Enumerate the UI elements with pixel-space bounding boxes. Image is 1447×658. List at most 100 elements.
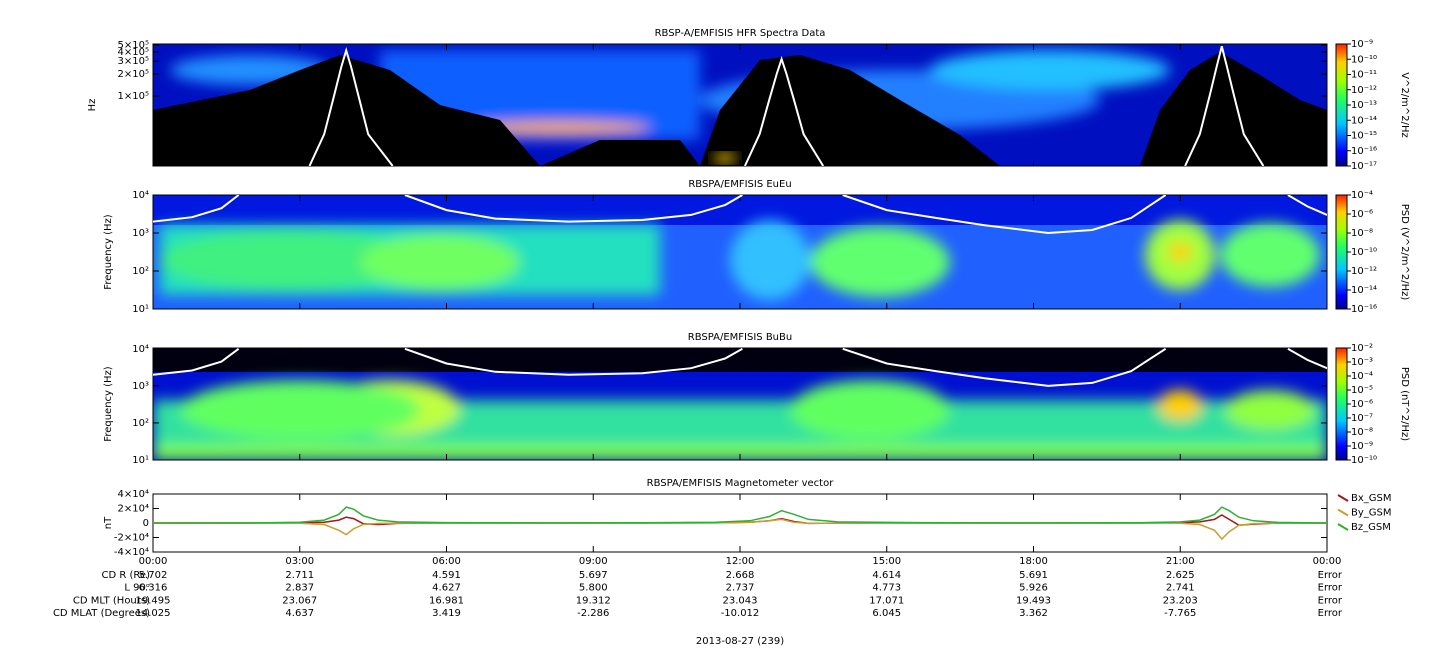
colorbar-tick-label: 10⁻⁸ [1351, 427, 1373, 438]
x-tick-label: 18:00 [1019, 556, 1048, 567]
y-tick-label: 0 [143, 518, 149, 529]
y-tick-label: -4×10⁴ [114, 547, 149, 558]
x-tick-label: 15:00 [872, 556, 901, 567]
row-value: 2.741 [1166, 583, 1195, 594]
panel-title: RBSPA/EMFISIS Magnetometer vector [647, 478, 835, 489]
colorbar-label: PSD (nT^2/Hz) [1399, 367, 1410, 441]
row-value: 2.711 [285, 570, 314, 581]
y-tick-label: 10¹ [132, 304, 149, 315]
colorbar-tick-label: 10⁻¹⁰ [1351, 455, 1377, 466]
row-value: 3.419 [432, 608, 461, 619]
row-value: 4.773 [872, 583, 901, 594]
colorbar-tick-label: 10⁻⁸ [1351, 228, 1373, 239]
row-value: 2.837 [285, 583, 314, 594]
y-tick-label: 10¹ [132, 455, 149, 466]
legend-swatch [1337, 523, 1349, 531]
row-value: 4.614 [872, 570, 901, 581]
row-value: 19.495 [136, 595, 171, 606]
colorbar-tick-label: 10⁻⁶ [1351, 399, 1373, 410]
colorbar-tick-label: 10⁻¹³ [1351, 100, 1377, 111]
x-tick-label: 00:00 [1313, 556, 1342, 567]
colorbar-tick-label: 10⁻¹⁵ [1351, 131, 1377, 142]
date-label: 2013-08-27 (239) [696, 636, 784, 647]
colorbar-tick-label: 10⁻⁶ [1351, 209, 1373, 220]
y-axis-label: Hz [87, 99, 98, 112]
legend-swatch [1337, 508, 1349, 517]
spectrogram-image [153, 348, 1327, 460]
colorbar-tick-label: 10⁻¹⁶ [1351, 146, 1377, 157]
row-value: 5.926 [1019, 583, 1048, 594]
y-tick-label: 2×10⁵ [118, 69, 149, 80]
colorbar [1335, 347, 1348, 461]
x-tick-label: 12:00 [726, 556, 755, 567]
colorbar-tick-label: 10⁻⁵ [1351, 385, 1373, 396]
row-value: 6.045 [872, 608, 901, 619]
row-value: Error [1318, 583, 1343, 594]
row-value: 4.591 [432, 570, 461, 581]
row-value: Error [1318, 608, 1343, 619]
row-value: 5.800 [579, 583, 608, 594]
row-value: -10.012 [721, 608, 760, 619]
colorbar-tick-label: 10⁻¹⁴ [1351, 285, 1377, 296]
colorbar-tick-label: 10⁻⁴ [1351, 190, 1373, 201]
colorbar-tick-label: 10⁻³ [1351, 357, 1373, 368]
row-value: 3.362 [1019, 608, 1048, 619]
row-value: 5.702 [139, 570, 168, 581]
colorbar-tick-label: 10⁻¹² [1351, 85, 1377, 96]
row-value: 23.203 [1163, 595, 1198, 606]
row-value: Error [1318, 570, 1343, 581]
row-value: 4.637 [285, 608, 314, 619]
colorbar-tick-label: 10⁻¹² [1351, 266, 1377, 277]
panel-title: RBSPA/EMFISIS BuBu [688, 332, 792, 343]
legend-label: By_GSM [1351, 508, 1392, 519]
row-label: L 90ᵒ [124, 583, 150, 594]
panel-title: RBSP-A/EMFISIS HFR Spectra Data [655, 28, 826, 39]
row-label: CD R (Re) [102, 570, 151, 581]
curve [153, 348, 1327, 387]
y-tick-label: 10³ [132, 381, 149, 392]
colorbar-tick-label: 10⁻¹⁴ [1351, 115, 1377, 126]
x-tick-label: 03:00 [285, 556, 314, 567]
legend-label: Bx_GSM [1351, 493, 1392, 504]
row-value: 5.697 [579, 570, 608, 581]
legend-label: Bz_GSM [1351, 522, 1391, 533]
colorbar-tick-label: 10⁻¹¹ [1351, 70, 1377, 81]
row-value: 2.625 [1166, 570, 1195, 581]
row-value: 2.668 [726, 570, 755, 581]
colorbar-tick-label: 10⁻¹⁶ [1351, 304, 1377, 315]
x-tick-label: 06:00 [432, 556, 461, 567]
row-value: 23.043 [723, 595, 758, 606]
colorbar-label: PSD (V^2/m^2/Hz) [1399, 204, 1410, 301]
colorbar-tick-label: 10⁻⁷ [1351, 413, 1373, 424]
row-value: -7.765 [1164, 608, 1196, 619]
colorbar-label: V^2/m^2/Hz [1399, 72, 1410, 138]
colorbar-tick-label: 10⁻² [1351, 343, 1373, 354]
y-tick-label: 4×10⁴ [118, 489, 149, 500]
colorbar [1335, 194, 1348, 310]
spectrogram-image [153, 44, 1327, 166]
y-axis-label: nT [103, 516, 114, 529]
row-value: 19.312 [576, 595, 611, 606]
colorbar-tick-label: 10⁻¹⁰ [1351, 54, 1377, 65]
row-value: 23.067 [282, 595, 317, 606]
panel-title: RBSPA/EMFISIS EuEu [688, 179, 791, 190]
curve [153, 195, 1327, 235]
series-line [153, 518, 1328, 541]
colorbar-tick-label: 10⁻¹⁰ [1351, 247, 1377, 258]
y-tick-label: 4×10⁵ [118, 47, 149, 58]
curve [308, 45, 1265, 166]
row-value: 14.025 [136, 608, 171, 619]
legend-swatch [1337, 494, 1349, 502]
y-axis-label: Frequency (Hz) [103, 366, 114, 442]
row-value: 6.316 [139, 583, 168, 594]
row-value: 17.071 [869, 595, 904, 606]
y-tick-label: 2×10⁴ [118, 504, 149, 515]
y-tick-label: 3×10⁵ [118, 56, 149, 67]
row-label: CD MLAT (Degrees) [53, 608, 150, 619]
row-value: 19.493 [1016, 595, 1051, 606]
y-tick-label: -2×10⁴ [114, 533, 149, 544]
y-tick-label: 10³ [132, 228, 149, 239]
y-tick-label: 10⁴ [132, 344, 149, 355]
y-tick-label: 5×10⁵ [118, 40, 149, 51]
